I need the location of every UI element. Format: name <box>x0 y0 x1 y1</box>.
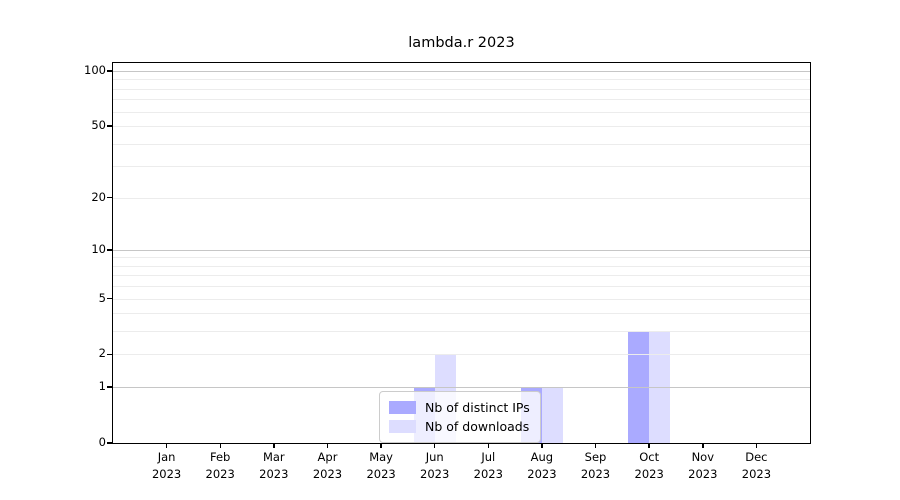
x-tick-label-jun: Jun 2023 <box>420 450 450 481</box>
legend-label-downloads: Nb of downloads <box>425 419 530 434</box>
bar-aug-downloads <box>541 387 563 443</box>
x-tick-label-feb: Feb 2023 <box>205 450 235 481</box>
gridline-6 <box>113 286 810 288</box>
gridline-7 <box>113 275 810 277</box>
x-tick-mark-sep <box>594 443 597 448</box>
x-tick-mark-mar <box>273 443 275 448</box>
y-tick-label-0: 0 <box>98 435 106 449</box>
x-tick-label-mar: Mar 2023 <box>259 450 289 481</box>
y-tick-mark-2 <box>107 353 112 356</box>
chart-title: lambda.r 2023 <box>408 35 515 51</box>
x-tick-label-sep: Sep 2023 <box>580 450 611 481</box>
y-tick-label-2: 2 <box>98 346 106 361</box>
y-tick-label-100: 100 <box>84 63 106 77</box>
x-tick-mark-apr <box>326 443 329 448</box>
gridline-70 <box>113 99 810 101</box>
gridline-4 <box>113 313 810 315</box>
x-tick-label-jan: Jan 2023 <box>151 450 182 481</box>
gridline-2 <box>113 354 810 356</box>
gridline-90 <box>113 79 810 81</box>
x-tick-mark-feb <box>219 443 221 448</box>
legend-item-distinct-ips: Nb of distinct IPs <box>389 398 530 417</box>
x-tick-mark-nov <box>702 443 704 448</box>
y-tick-mark-5 <box>107 297 112 300</box>
x-tick-mark-jul <box>487 443 490 448</box>
y-tick-label-1: 1 <box>98 379 106 394</box>
y-tick-mark-10 <box>107 249 112 251</box>
legend: Nb of distinct IPs Nb of downloads <box>379 391 541 443</box>
gridline-20 <box>113 197 810 199</box>
x-tick-label-nov: Nov 2023 <box>688 450 718 481</box>
x-tick-label-jul: Jul 2023 <box>473 450 503 481</box>
legend-label-distinct-ips: Nb of distinct IPs <box>425 400 530 415</box>
gridline-10 <box>113 249 810 251</box>
y-tick-label-10: 10 <box>91 241 106 256</box>
x-tick-label-oct: Oct 2023 <box>634 450 664 481</box>
x-tick-mark-aug <box>541 443 543 448</box>
gridline-5 <box>113 298 810 300</box>
x-tick-mark-jun <box>433 443 436 448</box>
gridline-100 <box>113 71 810 72</box>
gridline-60 <box>113 111 810 113</box>
x-tick-mark-jan <box>165 443 168 448</box>
x-tick-label-apr: Apr 2023 <box>312 450 343 481</box>
plot-area <box>113 63 810 443</box>
x-tick-label-aug: Aug 2023 <box>527 450 557 481</box>
y-tick-mark-100 <box>107 70 112 72</box>
legend-swatch-downloads <box>389 420 416 433</box>
gridline-9 <box>113 257 810 259</box>
gridline-80 <box>113 88 810 90</box>
y-tick-mark-50 <box>107 125 112 127</box>
gridline-40 <box>113 143 810 145</box>
legend-swatch-distinct-ips <box>389 401 416 414</box>
y-tick-label-5: 5 <box>98 290 106 305</box>
x-tick-mark-dec <box>755 443 758 448</box>
gridline-30 <box>113 166 810 168</box>
gridline-1 <box>113 387 810 389</box>
y-tick-label-50: 50 <box>91 118 106 133</box>
x-tick-label-dec: Dec 2023 <box>741 450 772 481</box>
x-tick-mark-may <box>380 443 382 448</box>
y-tick-mark-1 <box>107 386 112 388</box>
x-tick-mark-oct <box>648 443 650 448</box>
gridline-50 <box>113 126 810 128</box>
y-tick-mark-20 <box>107 196 112 199</box>
legend-item-downloads: Nb of downloads <box>389 417 530 436</box>
gridline-8 <box>113 265 810 267</box>
y-tick-label-20: 20 <box>91 189 106 204</box>
x-tick-label-may: May 2023 <box>366 450 396 481</box>
y-tick-mark-0 <box>107 442 112 444</box>
gridline-3 <box>113 331 810 333</box>
